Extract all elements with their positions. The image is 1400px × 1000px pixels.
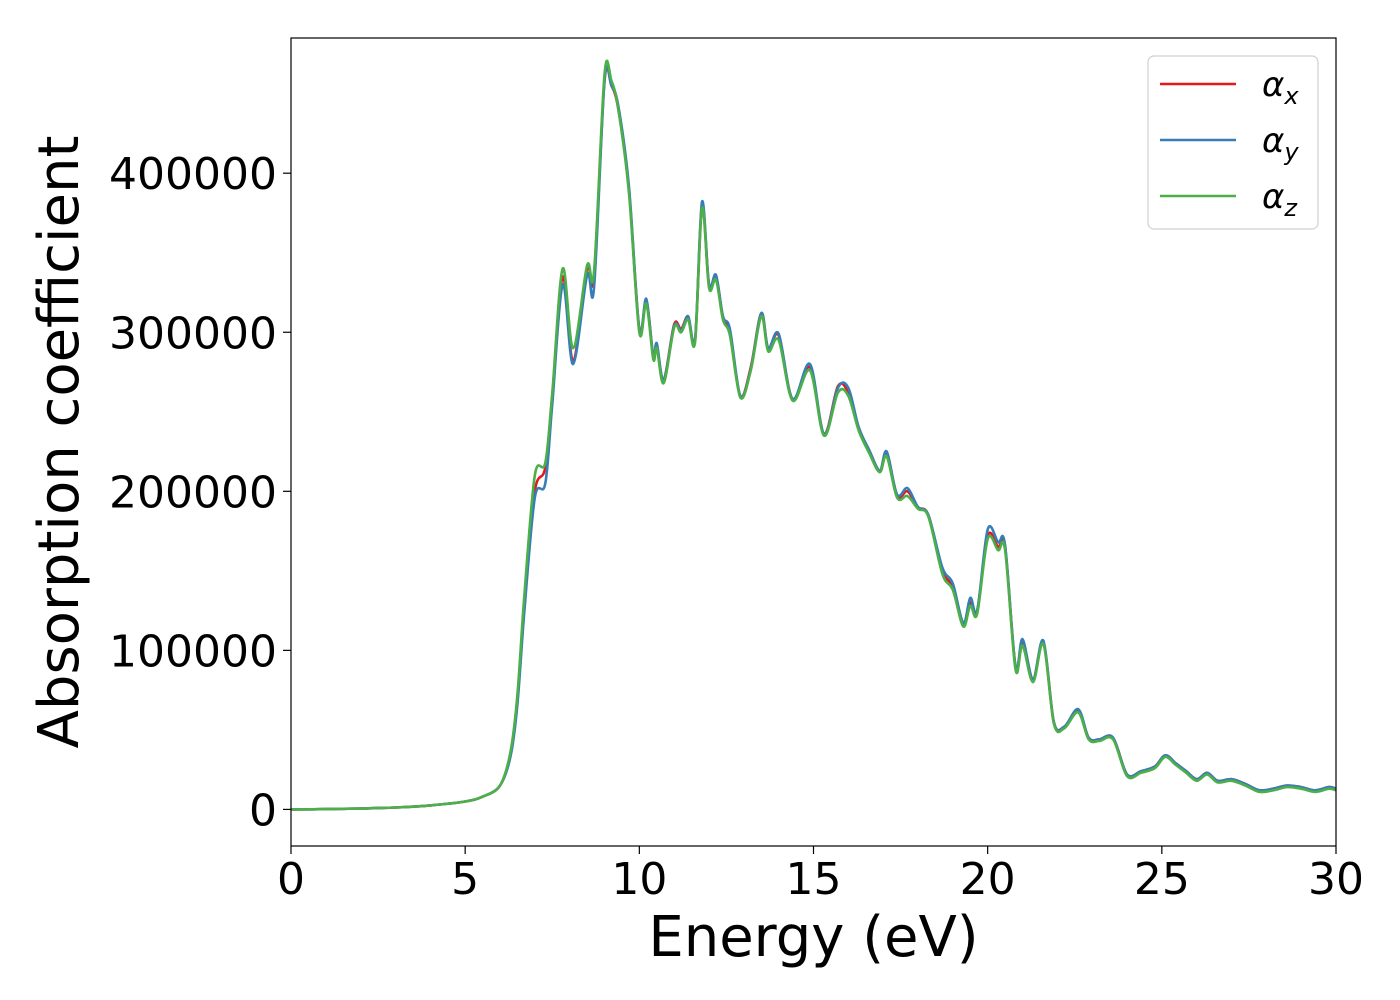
x-tick-label: 25 xyxy=(1134,854,1190,905)
legend-box xyxy=(1147,55,1319,230)
y-axis: 0 100000 200000 300000 400000 xyxy=(109,149,291,836)
x-axis-title: Energy (eV) xyxy=(648,905,978,970)
y-tick-label: 300000 xyxy=(109,308,277,359)
y-tick-label: 200000 xyxy=(109,467,277,518)
y-tick-label: 0 xyxy=(249,785,277,836)
legend-label-alpha-z: αz xyxy=(1262,177,1298,222)
x-tick-label: 15 xyxy=(786,854,842,905)
y-axis-title: Absorption coefficient xyxy=(27,136,92,749)
x-axis: 0 5 10 15 20 25 30 xyxy=(277,846,1364,905)
x-tick-label: 20 xyxy=(960,854,1016,905)
series-line-alpha-z xyxy=(290,59,1337,811)
y-tick-label: 400000 xyxy=(109,149,277,200)
series-layer xyxy=(290,59,1337,811)
y-tick-label: 100000 xyxy=(109,626,277,677)
legend-label-alpha-x: αx xyxy=(1262,65,1299,110)
legend: αx αy αz xyxy=(1147,55,1319,230)
x-tick-label: 0 xyxy=(277,854,305,905)
x-tick-label: 10 xyxy=(611,854,667,905)
legend-label-alpha-y: αy xyxy=(1262,121,1299,166)
x-tick-label: 30 xyxy=(1308,854,1364,905)
x-tick-label: 5 xyxy=(451,854,479,905)
